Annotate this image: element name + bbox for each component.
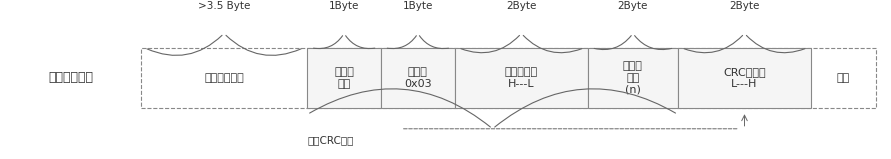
- Text: 2Byte: 2Byte: [730, 1, 760, 11]
- Text: 主站读命令帧: 主站读命令帧: [48, 71, 93, 84]
- Bar: [381, 48, 454, 108]
- Text: 读命令
0x03: 读命令 0x03: [405, 67, 432, 89]
- Text: 计算CRC校验: 计算CRC校验: [307, 135, 354, 145]
- Text: 功能码
个数
(n): 功能码 个数 (n): [623, 61, 643, 95]
- Text: >3.5 Byte: >3.5 Byte: [198, 1, 250, 11]
- Text: 空闲: 空闲: [837, 73, 850, 83]
- Text: CRC校验和
L---H: CRC校验和 L---H: [723, 67, 765, 89]
- Text: 目标站
地址: 目标站 地址: [334, 67, 354, 89]
- Text: 1Byte: 1Byte: [403, 1, 433, 11]
- Bar: [678, 48, 811, 108]
- Text: 1Byte: 1Byte: [329, 1, 359, 11]
- Text: 功能码地址
H---L: 功能码地址 H---L: [505, 67, 538, 89]
- Bar: [141, 48, 876, 108]
- Text: 2Byte: 2Byte: [506, 1, 536, 11]
- Text: 空闲（帧头）: 空闲（帧头）: [204, 73, 244, 83]
- Bar: [307, 48, 381, 108]
- Bar: [454, 48, 588, 108]
- Text: 2Byte: 2Byte: [617, 1, 648, 11]
- Bar: [588, 48, 678, 108]
